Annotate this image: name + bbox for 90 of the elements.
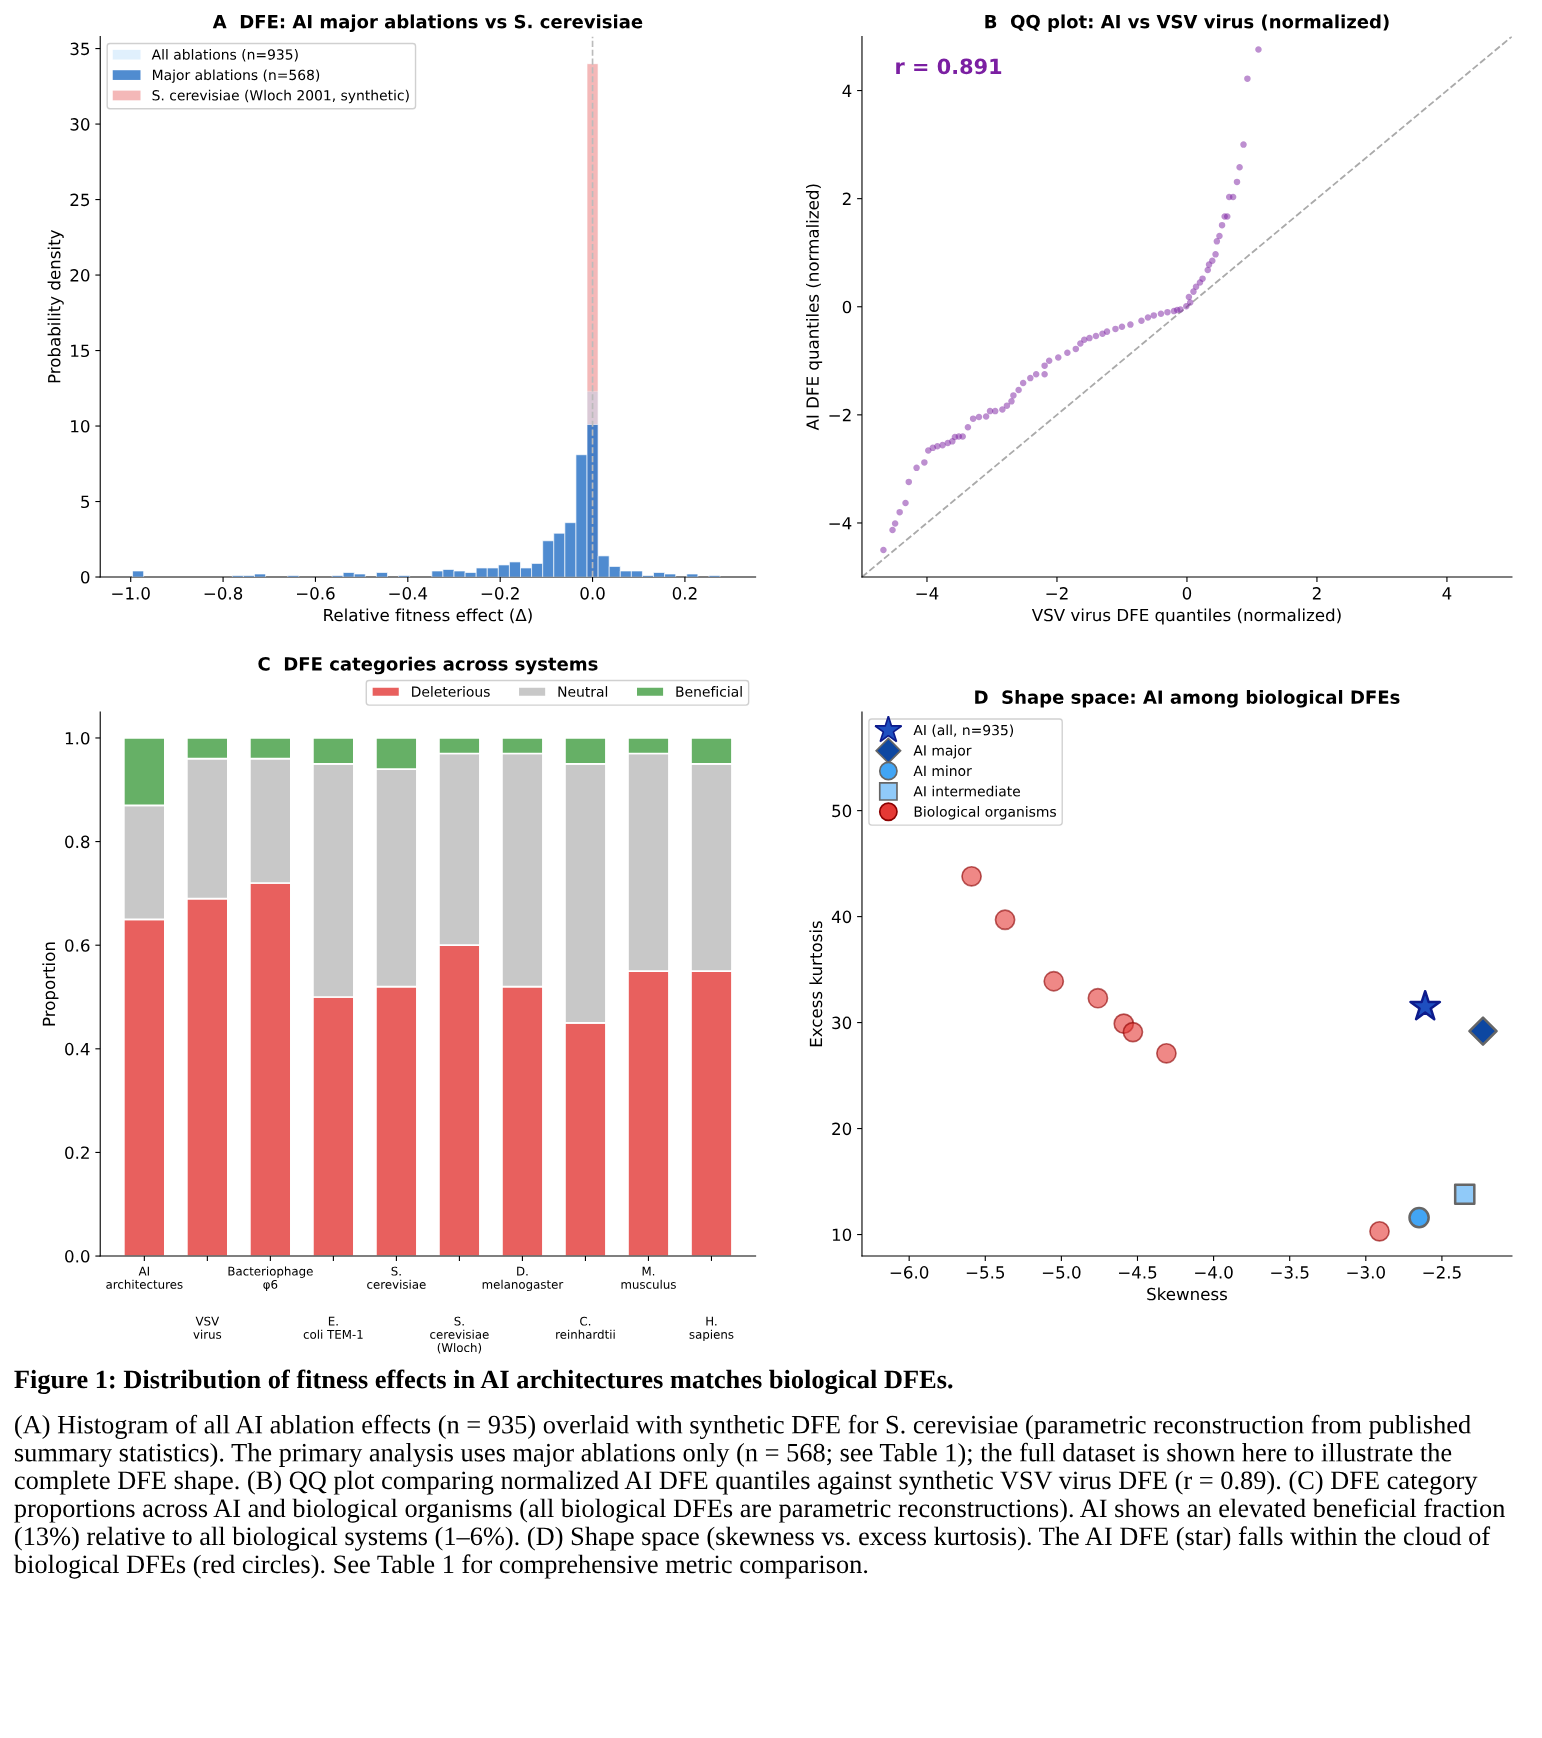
y-tick-label: 2: [842, 192, 851, 205]
y-tick-label: 0.0: [65, 1250, 90, 1263]
x-tick-label: 0.2: [672, 587, 697, 600]
legend-label: All ablations (n=935): [151, 49, 298, 62]
y-tick-label: 0.2: [65, 1146, 89, 1159]
legend-label: AI minor: [913, 765, 972, 777]
x-tick-label: S. cerevisiae (Wloch): [430, 1316, 489, 1354]
y-tick-label: −4: [829, 517, 852, 530]
y-tick-label: 30: [832, 1016, 852, 1030]
y-tick-label: 35: [70, 42, 90, 56]
chart-title: A DFE: AI major ablations vs S. cerevisiae: [212, 14, 643, 33]
chart-title: C DFE categories across systems: [258, 656, 598, 675]
annotation: r = 0.891: [896, 58, 1002, 75]
point: [1155, 1042, 1177, 1064]
x-tick-label: VSV virus: [193, 1316, 222, 1339]
point: [1087, 987, 1109, 1009]
x-tick-label: −5.0: [1042, 1266, 1081, 1279]
x-tick-label: −0.8: [204, 587, 243, 600]
legend-label: Biological organisms: [914, 806, 1056, 820]
x-tick-label: −0.6: [296, 587, 335, 600]
chart-title: D Shape space: AI among biological DFEs: [975, 690, 1400, 708]
x-tick-label: D. melanogaster: [482, 1266, 564, 1292]
y-tick-label: 20: [832, 1122, 852, 1136]
x-tick-label: E. coli TEM-1: [303, 1316, 363, 1339]
x-tick-label: M. musculus: [621, 1266, 676, 1289]
point: [1369, 1220, 1390, 1242]
legend-label: Major ablations (n=568): [152, 69, 320, 83]
point: [994, 909, 1016, 931]
y-tick-label: 40: [831, 910, 852, 924]
point: [1453, 1183, 1476, 1206]
x-tick-label: 4: [1442, 587, 1452, 600]
x-tick-label: −6.0: [890, 1266, 929, 1279]
point: [1409, 990, 1442, 1021]
x-tick-label: −4: [916, 587, 939, 600]
x-tick-label: C. reinhardtii: [556, 1316, 615, 1339]
point: [1122, 1021, 1144, 1043]
legend-label: AI (all, n=935): [913, 724, 1014, 737]
y-axis-title: Probability density: [47, 230, 64, 383]
y-axis-title: Excess kurtosis: [809, 921, 823, 1047]
y-tick-label: 30: [70, 118, 90, 131]
x-axis-title: VSV virus DFE quantiles (normalized): [1031, 608, 1341, 625]
y-tick-label: 0.4: [65, 1042, 90, 1056]
y-tick-label: 25: [70, 193, 90, 207]
legend-label: AI intermediate: [913, 785, 1021, 797]
y-tick-label: 0: [81, 570, 90, 584]
x-tick-label: AI architectures: [106, 1266, 183, 1289]
point: [961, 865, 982, 887]
y-tick-label: 4: [842, 84, 852, 97]
legend-label: Beneficial: [676, 686, 742, 697]
x-axis-title: Relative fitness effect (Δ): [324, 608, 532, 624]
x-tick-label: Bacteriophage φ6: [228, 1266, 313, 1292]
y-tick-label: 15: [71, 344, 90, 358]
x-tick-label: 0: [1182, 587, 1192, 600]
legend-label: Neutral: [558, 686, 608, 697]
x-tick-label: −0.2: [481, 587, 519, 600]
y-tick-label: −2: [829, 408, 851, 422]
x-tick-label: −3.5: [1271, 1266, 1309, 1279]
point: [1043, 970, 1065, 992]
point: [1468, 1016, 1498, 1046]
y-tick-label: 0: [842, 300, 852, 314]
x-tick-label: 2: [1312, 587, 1321, 600]
x-tick-label: −5.5: [966, 1266, 1005, 1279]
point: [1408, 1206, 1430, 1229]
x-tick-label: −3.0: [1347, 1266, 1385, 1279]
x-axis-title: Skewness: [1147, 1287, 1227, 1301]
legend-label: S. cerevisiae (Wloch 2001, synthetic): [152, 89, 409, 104]
x-tick-label: −2: [1046, 587, 1068, 600]
y-tick-label: 10: [71, 420, 90, 433]
x-tick-label: −0.4: [389, 587, 428, 600]
x-tick-label: −2.5: [1423, 1266, 1461, 1279]
y-axis-title: Proportion: [42, 942, 59, 1026]
y-tick-label: 0.8: [65, 835, 90, 849]
y-tick-label: 0.6: [65, 939, 90, 952]
caption: Figure 1: Distribution of fitness effects in AI architectures matches biological DFEs.: [14, 1369, 953, 1394]
y-tick-label: 1.0: [65, 731, 90, 745]
y-tick-label: 5: [81, 495, 90, 509]
x-tick-label: H. sapiens: [689, 1316, 734, 1342]
x-tick-label: −4.0: [1195, 1266, 1233, 1279]
chart-title: B QQ plot: AI vs VSV virus (normalized): [985, 14, 1389, 32]
x-tick-label: −1.0: [112, 587, 150, 600]
x-tick-label: 0.0: [580, 587, 605, 600]
y-axis-title: AI DFE quantiles (normalized): [806, 184, 823, 431]
y-tick-label: 50: [832, 804, 852, 818]
y-tick-label: 10: [832, 1228, 852, 1242]
legend-label: Deleterious: [412, 686, 490, 697]
x-tick-label: −4.5: [1119, 1266, 1157, 1279]
legend-label: AI major: [913, 744, 972, 759]
text: (A) Histogram of all AI ablation effects (n = 935) overlaid with synthetic DFE for S. cerevisiae (parametric reconstruction from published summary statistics). The primary analysis uses major ablations only (n = 568; see Table 1); the full dataset is shown here to illustrate the complete DFE shape. (B) QQ plot comparing normalized AI DFE quantiles against synthetic VSV virus DFE (r = 0.89). (C) DFE category proportions across AI and biological organisms (all biological DFEs are parametric reconstructions). AI shows an elevated beneficial fraction (13%) relative to all biological systems (1–6%). (D) Shape space (skewness vs. excess kurtosis). The AI DFE (star) falls within the cloud of biological DFEs (red circles). See Table 1 for comprehensive metric comparison.: [13, 1414, 1505, 1579]
x-tick-label: S. cerevisiae: [367, 1266, 426, 1289]
y-tick-label: 20: [70, 269, 90, 282]
